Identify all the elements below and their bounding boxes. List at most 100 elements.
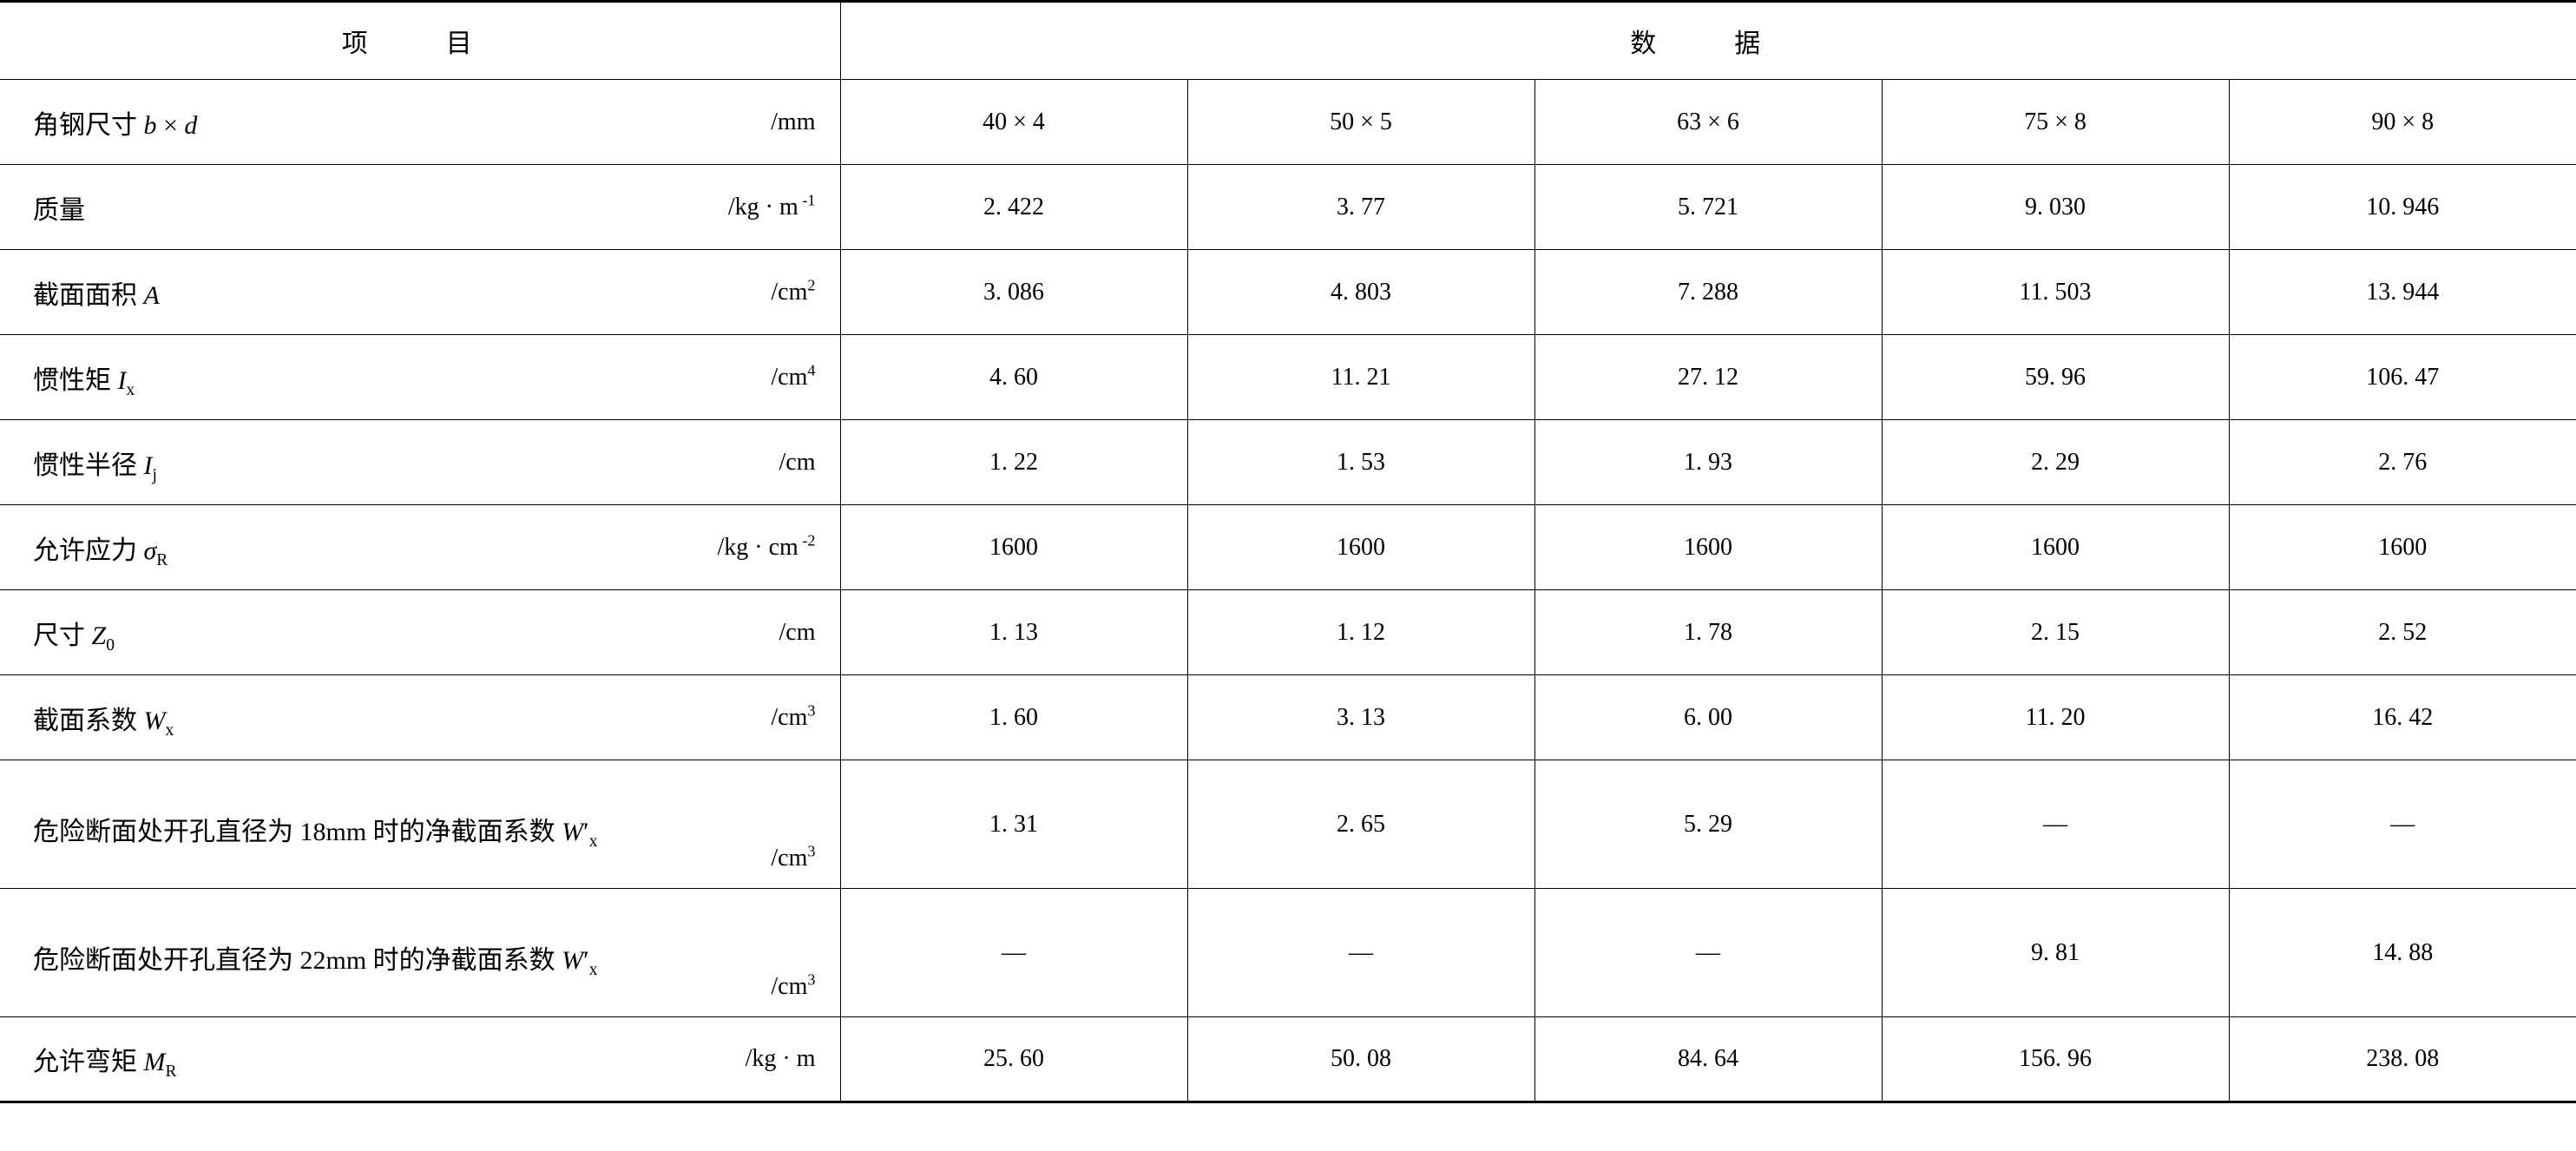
row-unit: /cm bbox=[779, 619, 816, 647]
row-label-cell: 危险断面处开孔直径为 18mm 时的净截面系数 W′x/cm3 bbox=[0, 760, 840, 889]
row-unit: /cm bbox=[779, 449, 816, 477]
table-row: 角钢尺寸 b × d/mm40 × 450 × 563 × 675 × 890 … bbox=[0, 80, 2576, 165]
data-cell: 9. 81 bbox=[1882, 889, 2229, 1017]
row-unit: /kg · cm -2 bbox=[717, 534, 815, 562]
data-cell: 1600 bbox=[840, 505, 1187, 590]
data-cell: 90 × 8 bbox=[2229, 80, 2576, 165]
header-item-column: 项 目 bbox=[0, 2, 840, 80]
data-cell: 2. 422 bbox=[840, 165, 1187, 250]
table-row: 截面面积 A/cm23. 0864. 8037. 28811. 50313. 9… bbox=[0, 250, 2576, 335]
row-label: 角钢尺寸 b × d bbox=[33, 103, 197, 141]
data-cell: 4. 60 bbox=[840, 335, 1187, 420]
data-cell: 59. 96 bbox=[1882, 335, 2229, 420]
row-unit: /cm4 bbox=[771, 364, 815, 391]
data-cell: 11. 21 bbox=[1187, 335, 1534, 420]
row-label-cell: 惯性矩 Ix/cm4 bbox=[0, 335, 840, 420]
data-cell: 50. 08 bbox=[1187, 1017, 1534, 1102]
row-label-cell: 角钢尺寸 b × d/mm bbox=[0, 80, 840, 165]
data-cell: 16. 42 bbox=[2229, 675, 2576, 760]
table-header-row: 项 目 数 据 bbox=[0, 2, 2576, 80]
row-unit: /mm bbox=[771, 109, 815, 136]
table-row: 尺寸 Z0/cm1. 131. 121. 782. 152. 52 bbox=[0, 590, 2576, 675]
data-cell: 75 × 8 bbox=[1882, 80, 2229, 165]
data-cell: 1. 78 bbox=[1534, 590, 1882, 675]
row-label: 惯性半径 Ij bbox=[33, 444, 157, 482]
row-label: 尺寸 Z0 bbox=[33, 614, 115, 652]
data-cell: 3. 086 bbox=[840, 250, 1187, 335]
table-row: 惯性矩 Ix/cm44. 6011. 2127. 1259. 96106. 47 bbox=[0, 335, 2576, 420]
data-cell: 1. 60 bbox=[840, 675, 1187, 760]
table-row: 允许弯矩 MR/kg · m25. 6050. 0884. 64156. 962… bbox=[0, 1017, 2576, 1102]
data-cell: 238. 08 bbox=[2229, 1017, 2576, 1102]
row-unit: /cm3 bbox=[771, 704, 815, 732]
row-label: 质量 bbox=[33, 188, 85, 227]
data-cell: 2. 15 bbox=[1882, 590, 2229, 675]
data-cell: 2. 76 bbox=[2229, 420, 2576, 505]
data-cell: — bbox=[1534, 889, 1882, 1017]
row-label-cell: 惯性半径 Ij/cm bbox=[0, 420, 840, 505]
row-label-cell: 危险断面处开孔直径为 22mm 时的净截面系数 W′x/cm3 bbox=[0, 889, 840, 1017]
row-label-cell: 质量/kg · m -1 bbox=[0, 165, 840, 250]
row-unit: /kg · m -1 bbox=[728, 194, 816, 221]
data-cell: 2. 65 bbox=[1187, 760, 1534, 889]
data-cell: 1. 22 bbox=[840, 420, 1187, 505]
row-label-cell: 截面面积 A/cm2 bbox=[0, 250, 840, 335]
data-cell: 27. 12 bbox=[1534, 335, 1882, 420]
data-cell: 2. 29 bbox=[1882, 420, 2229, 505]
data-cell: 7. 288 bbox=[1534, 250, 1882, 335]
data-cell: 1. 53 bbox=[1187, 420, 1534, 505]
row-label: 惯性矩 Ix bbox=[33, 358, 135, 397]
row-label-cell: 允许弯矩 MR/kg · m bbox=[0, 1017, 840, 1102]
data-cell: 5. 721 bbox=[1534, 165, 1882, 250]
row-label: 截面面积 A bbox=[33, 273, 160, 312]
row-label-cell: 截面系数 Wx/cm3 bbox=[0, 675, 840, 760]
data-cell: 11. 503 bbox=[1882, 250, 2229, 335]
row-unit: /cm3 bbox=[771, 973, 815, 1001]
data-cell: 11. 20 bbox=[1882, 675, 2229, 760]
row-unit: /cm3 bbox=[771, 845, 815, 872]
data-cell: — bbox=[2229, 760, 2576, 889]
data-cell: 50 × 5 bbox=[1187, 80, 1534, 165]
data-cell: 13. 944 bbox=[2229, 250, 2576, 335]
data-cell: — bbox=[840, 889, 1187, 1017]
row-unit: /cm2 bbox=[771, 279, 815, 306]
data-cell: 2. 52 bbox=[2229, 590, 2576, 675]
row-label: 截面系数 Wx bbox=[33, 699, 174, 737]
header-data-column: 数 据 bbox=[840, 2, 2576, 80]
data-cell: 6. 00 bbox=[1534, 675, 1882, 760]
data-cell: — bbox=[1187, 889, 1534, 1017]
data-cell: 14. 88 bbox=[2229, 889, 2576, 1017]
data-cell: 3. 77 bbox=[1187, 165, 1534, 250]
data-cell: 84. 64 bbox=[1534, 1017, 1882, 1102]
table-row: 质量/kg · m -12. 4223. 775. 7219. 03010. 9… bbox=[0, 165, 2576, 250]
data-cell: 1600 bbox=[1187, 505, 1534, 590]
data-cell: 9. 030 bbox=[1882, 165, 2229, 250]
table-row: 截面系数 Wx/cm31. 603. 136. 0011. 2016. 42 bbox=[0, 675, 2576, 760]
data-cell: 1. 93 bbox=[1534, 420, 1882, 505]
data-cell: 25. 60 bbox=[840, 1017, 1187, 1102]
row-label: 允许应力 σR bbox=[33, 529, 168, 567]
data-cell: 106. 47 bbox=[2229, 335, 2576, 420]
row-label-cell: 尺寸 Z0/cm bbox=[0, 590, 840, 675]
angle-steel-properties-table: 项 目 数 据 角钢尺寸 b × d/mm40 × 450 × 563 × 67… bbox=[0, 0, 2576, 1103]
data-cell: 156. 96 bbox=[1882, 1017, 2229, 1102]
table-row: 允许应力 σR/kg · cm -216001600160016001600 bbox=[0, 505, 2576, 590]
data-cell: 40 × 4 bbox=[840, 80, 1187, 165]
data-cell: 1. 13 bbox=[840, 590, 1187, 675]
data-cell: 1600 bbox=[1882, 505, 2229, 590]
table-row: 危险断面处开孔直径为 18mm 时的净截面系数 W′x/cm31. 312. 6… bbox=[0, 760, 2576, 889]
row-label: 允许弯矩 MR bbox=[33, 1040, 177, 1078]
data-cell: — bbox=[1882, 760, 2229, 889]
data-cell: 10. 946 bbox=[2229, 165, 2576, 250]
data-cell: 1. 12 bbox=[1187, 590, 1534, 675]
table-row: 惯性半径 Ij/cm1. 221. 531. 932. 292. 76 bbox=[0, 420, 2576, 505]
data-cell: 1600 bbox=[1534, 505, 1882, 590]
row-label-cell: 允许应力 σR/kg · cm -2 bbox=[0, 505, 840, 590]
data-cell: 1600 bbox=[2229, 505, 2576, 590]
row-label: 危险断面处开孔直径为 22mm 时的净截面系数 W′x bbox=[33, 925, 816, 980]
data-cell: 63 × 6 bbox=[1534, 80, 1882, 165]
row-unit: /kg · m bbox=[746, 1045, 816, 1073]
table-body: 角钢尺寸 b × d/mm40 × 450 × 563 × 675 × 890 … bbox=[0, 80, 2576, 1102]
row-label: 危险断面处开孔直径为 18mm 时的净截面系数 W′x bbox=[33, 797, 816, 852]
data-cell: 1. 31 bbox=[840, 760, 1187, 889]
